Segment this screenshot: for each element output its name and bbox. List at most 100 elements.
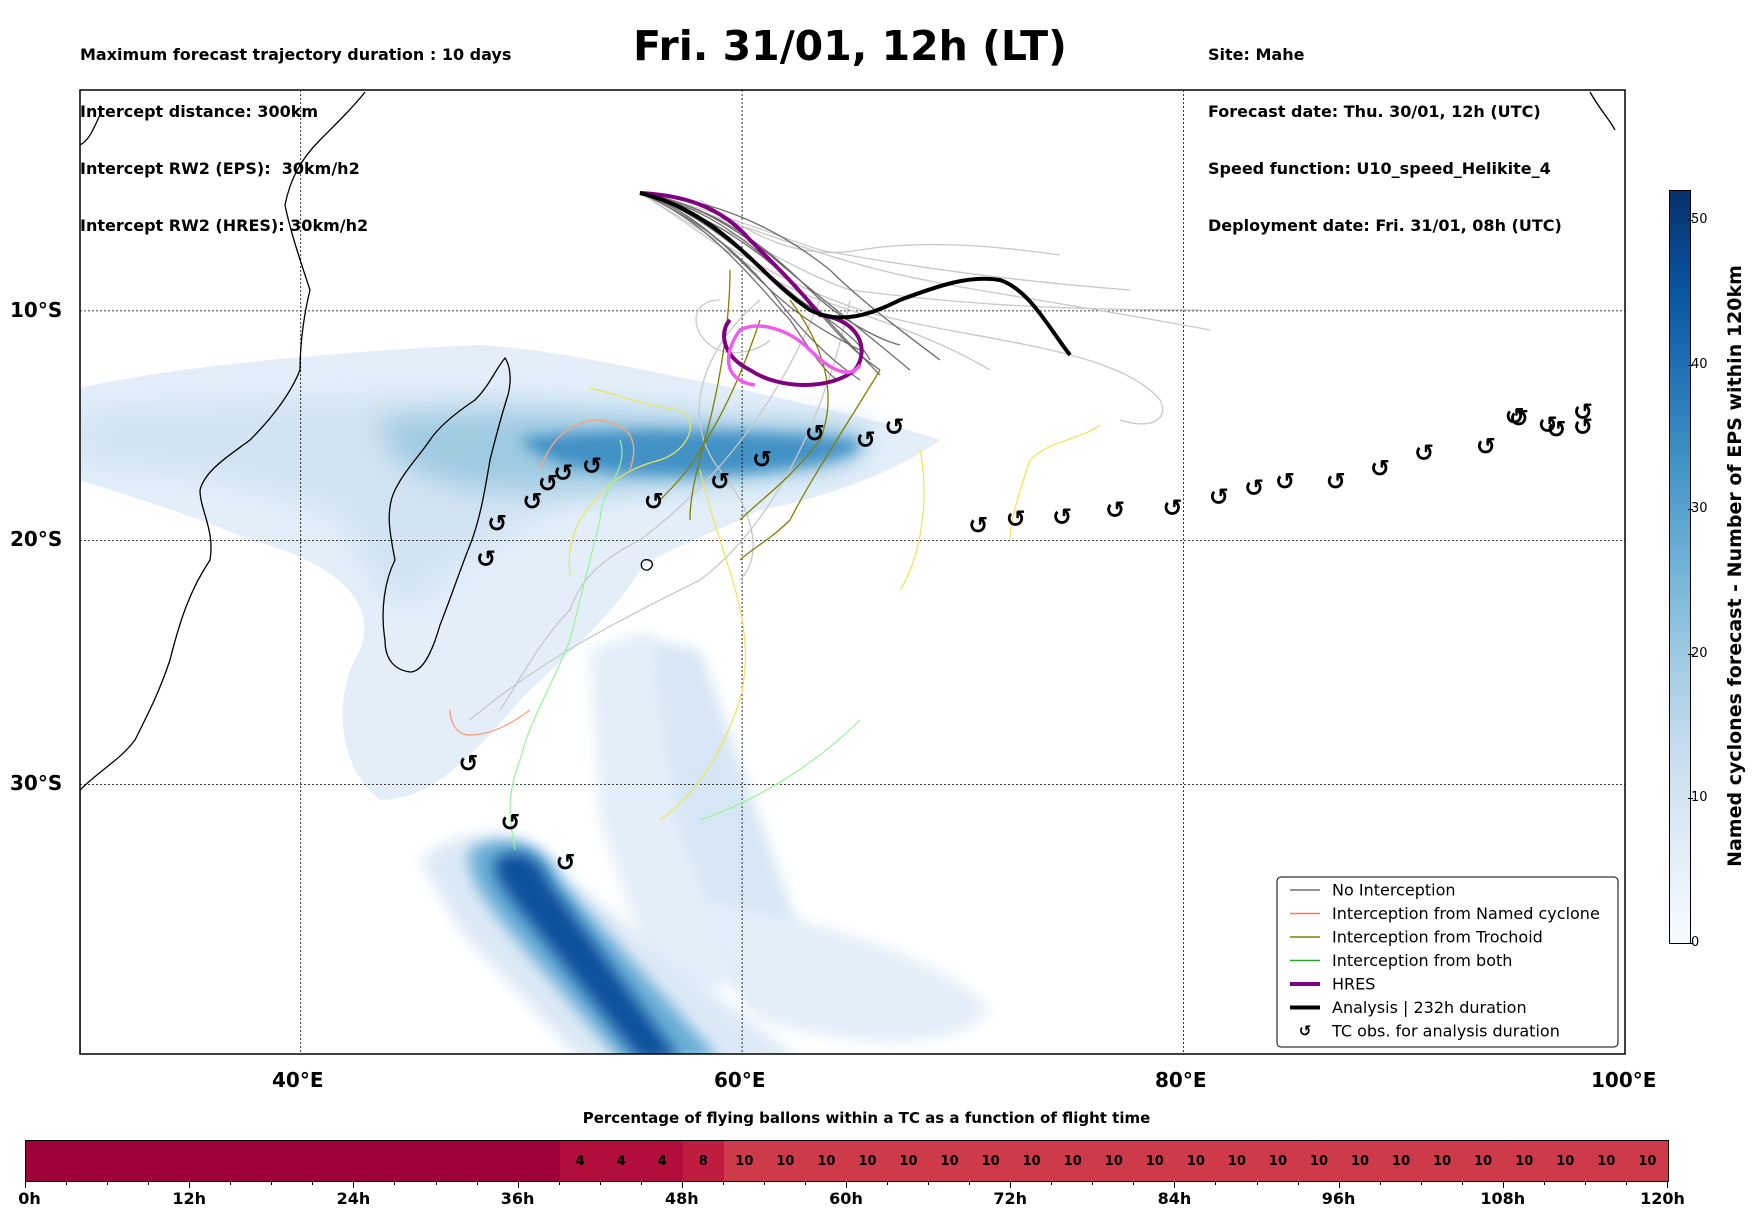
tc-obs-marker: ↺: [582, 452, 602, 480]
africa-coast: [80, 91, 366, 1054]
flight-bar-segment: 10: [1462, 1141, 1504, 1181]
arabia-coast: [80, 91, 1616, 146]
legend-label: No Interception: [1332, 881, 1456, 900]
hres-track: [639, 191, 864, 387]
lon-label-60: 60°E: [714, 1068, 766, 1092]
flight-bar-segment: 10: [805, 1141, 847, 1181]
legend-label: Analysis | 232h duration: [1332, 998, 1527, 1017]
param-max-duration: Maximum forecast trajectory duration : 1…: [80, 45, 512, 64]
page-title: Fri. 31/01, 12h (LT): [633, 22, 1067, 70]
tc-obs-marker: ↺: [644, 487, 664, 515]
flight-axis-tick: [1174, 1181, 1176, 1188]
param-intercept-distance: Intercept distance: 300km: [80, 102, 319, 121]
tc-obs-marker: ↺: [805, 420, 825, 448]
tc-obs-marker: ↺: [884, 413, 904, 441]
flight-bar-segment: 10: [1421, 1141, 1463, 1181]
legend-label: HRES: [1332, 975, 1375, 994]
tc-obs-marker: ↺: [476, 545, 496, 573]
colorbar-label: Named cyclones forecast - Number of EPS …: [1724, 265, 1746, 867]
tc-obs-marker: ↺: [556, 849, 576, 877]
flight-axis-label: 84h: [1157, 1189, 1192, 1208]
legend-label: Interception from both: [1332, 951, 1512, 970]
flight-axis-tick: [1133, 1181, 1135, 1185]
tc-obs-marker: ↺: [522, 487, 542, 515]
flight-axis-tick: [846, 1181, 847, 1188]
tc-obs-marker: ↺: [1538, 411, 1558, 439]
flight-bar-segment: 10: [723, 1141, 765, 1181]
map-frame: [79, 89, 1626, 1055]
flight-axis-tick: [558, 1181, 560, 1185]
tc-obs-marker: ↺: [856, 426, 876, 454]
flight-axis-tick: [476, 1181, 478, 1185]
flight-bar-segment: 10: [929, 1141, 971, 1181]
flight-axis-tick: [640, 1181, 642, 1185]
flight-axis-tick: [148, 1181, 150, 1185]
tc-obs-marker: ↺: [1275, 468, 1295, 496]
lon-label-80: 80°E: [1155, 1068, 1207, 1092]
legend-label: Interception from Trochoid: [1332, 928, 1543, 947]
coastlines: [80, 91, 1616, 1054]
flight-percentage-bar: 4 4 4 8 10 10 10 10 10 10 10 10 10 10 10 10 10 10 10 10 10 10…: [25, 1140, 1669, 1182]
flight-axis-label: 12h: [172, 1189, 207, 1208]
lon-label-100: 100°E: [1591, 1068, 1657, 1092]
tc-obs-marker: ↺: [1244, 474, 1264, 502]
flight-axis-label: 24h: [336, 1189, 371, 1208]
colorbar-tick-0: 0: [1687, 935, 1700, 950]
flight-axis-label: 60h: [829, 1189, 863, 1208]
madagascar-coast: [382, 356, 511, 673]
tc-obs-marker: ↺: [1505, 402, 1525, 430]
tc-obs-marker: ↺: [1006, 505, 1026, 533]
flight-axis-tick: [1051, 1181, 1053, 1185]
flight-axis-tick: [1256, 1181, 1258, 1185]
flight-axis-label: 36h: [500, 1189, 535, 1208]
tc-obs-marker: ↺: [968, 512, 988, 540]
flight-bar-segment: 10: [1544, 1141, 1586, 1181]
flight-axis-tick: [1461, 1181, 1463, 1185]
flight-axis-tick: [1010, 1181, 1012, 1188]
lat-label-10s: 10°S: [10, 298, 63, 322]
legend-label: TC obs. for analysis duration: [1331, 1022, 1560, 1041]
flight-bar-segment: 10: [1175, 1141, 1217, 1181]
tc-obs-marker: ↺: [1573, 413, 1593, 441]
flight-axis-tick: [25, 1181, 26, 1188]
flight-axis-tick: [763, 1181, 765, 1185]
tc-obs-marker: ↺: [1209, 483, 1229, 511]
flight-axis-tick: [722, 1181, 724, 1185]
flight-axis-tick: [1502, 1181, 1504, 1188]
forecast-parameters: Maximum forecast trajectory duration : 1…: [80, 7, 511, 254]
flight-axis-tick: [189, 1181, 191, 1188]
flight-axis-tick: [1625, 1181, 1627, 1185]
site-name: Site: Mahe: [1208, 45, 1305, 64]
flight-bar-segment: 8: [682, 1141, 724, 1181]
flight-axis-tick: [969, 1181, 971, 1185]
param-intercept-eps: Intercept RW2 (EPS): 30km/h2: [80, 159, 360, 178]
colorbar-tick-10: 10: [1688, 790, 1708, 805]
flight-bar-segment: 4: [559, 1141, 601, 1181]
flight-bar-segment: 10: [1339, 1141, 1381, 1181]
flight-bar-segment: 10: [1134, 1141, 1176, 1181]
tc-obs-marker: ↺: [1414, 439, 1434, 467]
map-area: ↺↺↺↺↺↺↺↺ ↺↺↺↺↺ ↺ ↺↺ ↺ ↺ ↺ ↺ ↺ ↺ ↺ ↺ ↺↺ ↺↺↺ ↺↺↺↺: [80, 90, 1625, 1054]
flight-bar-segment: 10: [1626, 1141, 1668, 1181]
flight-axis-tick: [1338, 1181, 1340, 1188]
flight-bar-segment: [26, 1141, 560, 1181]
flight-axis: [25, 1181, 1668, 1195]
colorbar-tick-50: 50: [1688, 212, 1708, 227]
flight-axis-tick: [230, 1181, 232, 1185]
flight-bar-segment: 10: [764, 1141, 806, 1181]
flight-axis-label: 96h: [1321, 1189, 1356, 1208]
flight-axis-tick: [66, 1181, 68, 1185]
tc-obs-marker: ↺: [538, 470, 558, 498]
tc-obs-marker: ↺: [1509, 404, 1529, 432]
map-legend: No Interception Interception from Named c…: [1276, 876, 1619, 1048]
cyclone-density-layer: [80, 345, 990, 1054]
tc-obs-marker: ↺: [1105, 496, 1125, 524]
flight-axis-tick: [1584, 1181, 1586, 1185]
tc-obs-marker: ↺: [710, 468, 730, 496]
tc-obs-marker: ↺: [1052, 503, 1072, 531]
tc-obs-marker: ↺: [1162, 494, 1182, 522]
legend-label: Interception from Named cyclone: [1332, 904, 1600, 923]
flight-axis-tick: [1092, 1181, 1094, 1185]
lon-label-40: 40°E: [272, 1068, 324, 1092]
